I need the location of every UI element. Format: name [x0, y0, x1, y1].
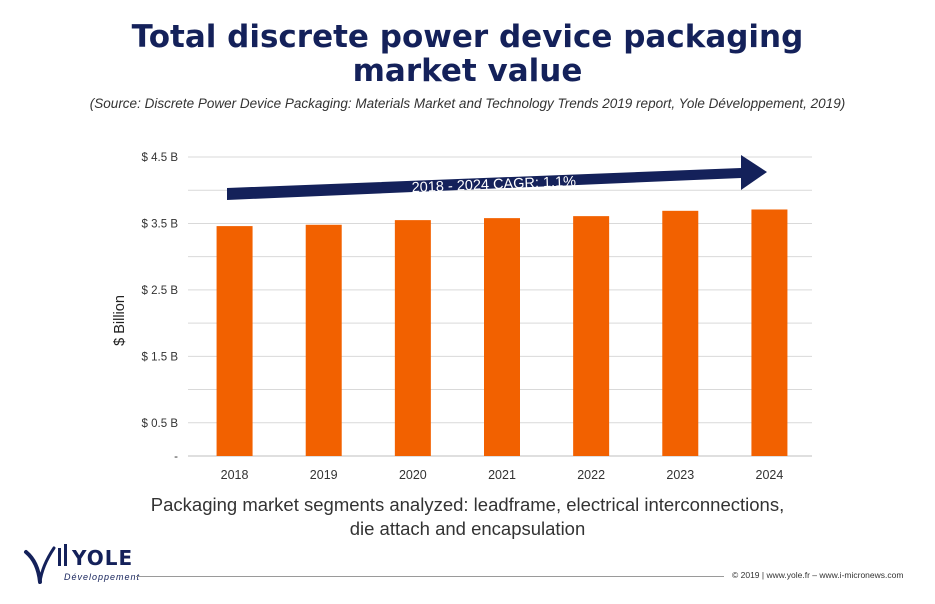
source-note: (Source: Discrete Power Device Packaging…	[89, 96, 846, 111]
bar-2020	[394, 220, 431, 456]
y-tick-label: $ 0.5 B	[142, 418, 179, 430]
x-tick-label: 2020	[399, 468, 427, 482]
x-tick-label: 2024	[756, 468, 784, 482]
bar-2024	[751, 209, 788, 456]
x-tick-label: 2023	[666, 468, 694, 482]
x-tick-label: 2022	[577, 468, 605, 482]
title-line-1: Total discrete power device packaging	[131, 19, 804, 55]
x-tick-label: 2021	[488, 468, 516, 482]
y-tick-label: $ 1.5 B	[142, 351, 179, 363]
cagr-annotation: 2018 - 2024 CAGR: 1.1%	[411, 174, 576, 196]
footer-copyright: © 2019 | www.yole.fr – www.i-micronews.c…	[732, 570, 904, 580]
bar-2018	[216, 226, 253, 456]
x-tick-label: 2018	[221, 468, 249, 482]
footer-divider	[136, 576, 724, 577]
cagr-arrow	[227, 155, 767, 200]
bar-2021	[484, 218, 520, 456]
bar-2019	[305, 224, 342, 456]
bar-2022	[573, 216, 610, 456]
yole-logo: YOLE Développement	[20, 542, 140, 592]
x-tick-label: 2019	[310, 468, 338, 482]
chart-caption: Packaging market segments analyzed: lead…	[0, 493, 935, 541]
page-title: Total discrete power device packaging ma…	[0, 20, 935, 88]
y-tick-label: -	[174, 451, 178, 463]
y-tick-label: $ 4.5 B	[142, 152, 179, 164]
caption-line-2: die attach and encapsulation	[349, 518, 586, 539]
yole-logo-mark-icon	[24, 544, 67, 584]
bar-2023	[662, 210, 699, 456]
y-axis-title: $ Billion	[112, 295, 128, 346]
title-line-2: market value	[352, 53, 583, 89]
logo-subtitle: Développement	[64, 572, 141, 582]
caption-line-1: Packaging market segments analyzed: lead…	[150, 494, 785, 515]
logo-name: YOLE	[72, 546, 134, 570]
y-tick-label: $ 3.5 B	[142, 218, 179, 230]
y-tick-label: $ 2.5 B	[142, 285, 179, 297]
